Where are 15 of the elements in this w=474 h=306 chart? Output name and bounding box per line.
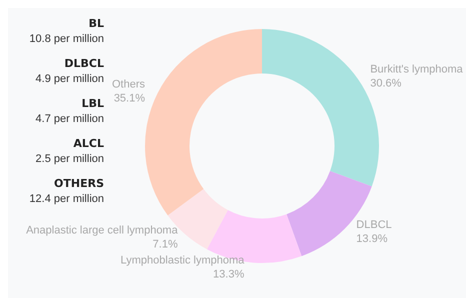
- text: BL 10.8 per million: [29, 17, 104, 45]
- slice-label: Anaplastic large cell lymphoma: [26, 224, 179, 237]
- data-label: 35.1%: [114, 92, 146, 104]
- slice-label: Others: [112, 78, 146, 90]
- data-label: 13.3%: [213, 268, 244, 281]
- text: OTHERS 12.4 per million: [29, 177, 104, 205]
- data-label: 7.1%: [152, 238, 178, 251]
- slice-label: Lymphoblastic lymphoma: [120, 254, 246, 267]
- data-label: 13.9%: [356, 232, 388, 245]
- slice-label: Burkitt's lymphoma: [370, 64, 464, 76]
- slice-label: DLBCL: [356, 218, 392, 231]
- text: LBL 4.7 per million: [36, 97, 104, 125]
- text: ALCL 2.5 per million: [36, 137, 104, 165]
- text: DLBCL 4.9 per million: [36, 57, 104, 85]
- data-label: 30.6%: [370, 78, 402, 90]
